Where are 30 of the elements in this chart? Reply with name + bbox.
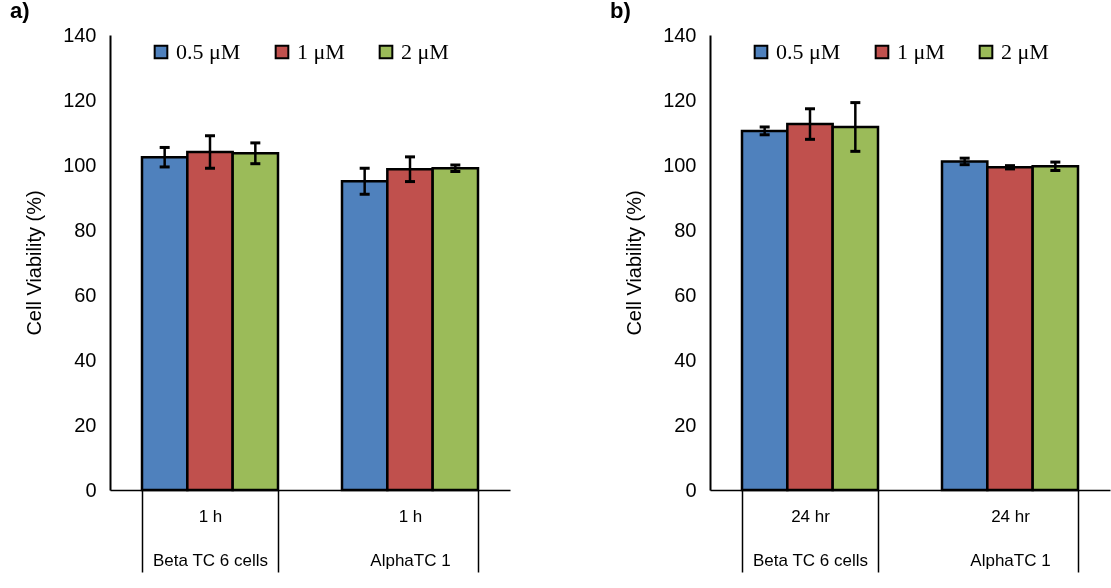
y-tick-label: 20 [674, 413, 697, 436]
y-tick-label: 40 [74, 348, 97, 371]
y-tick-label: 100 [663, 153, 697, 176]
y-tick-label: 60 [74, 283, 97, 306]
y-tick-label: 120 [663, 88, 697, 111]
chart-title: b) [610, 0, 631, 23]
legend-label: 1 μM [897, 39, 945, 64]
category-label: 1 h Beta TC 6 cells [153, 506, 268, 570]
y-axis-title: Cell Viability (%) [623, 190, 646, 336]
chart-title: a) [10, 0, 30, 23]
category-label: 24 hr Beta TC 6 cells [753, 506, 868, 570]
legend-label: 2 μM [1001, 39, 1049, 64]
y-tick-label: 140 [663, 23, 697, 46]
category-label: 1 h AlphaTC 1 [370, 506, 451, 570]
y-axis-title: Cell Viability (%) [23, 190, 46, 336]
y-tick-label: 100 [63, 153, 97, 176]
y-tick-label: 80 [674, 218, 697, 241]
y-tick-label: 0 [685, 478, 697, 501]
y-tick-label: 40 [674, 348, 697, 371]
y-tick-label: 20 [74, 413, 97, 436]
y-tick-label: 0 [85, 478, 97, 501]
legend-label: 2 μM [401, 39, 449, 64]
y-tick-label: 140 [63, 23, 97, 46]
legend-label: 1 μM [297, 39, 345, 64]
legend-label: 0.5 μM [776, 39, 841, 64]
y-tick-label: 60 [674, 283, 697, 306]
category-label: 24 hr AlphaTC 1 [970, 506, 1051, 570]
y-tick-label: 120 [63, 88, 97, 111]
y-tick-label: 80 [74, 218, 97, 241]
legend-label: 0.5 μM [176, 39, 241, 64]
